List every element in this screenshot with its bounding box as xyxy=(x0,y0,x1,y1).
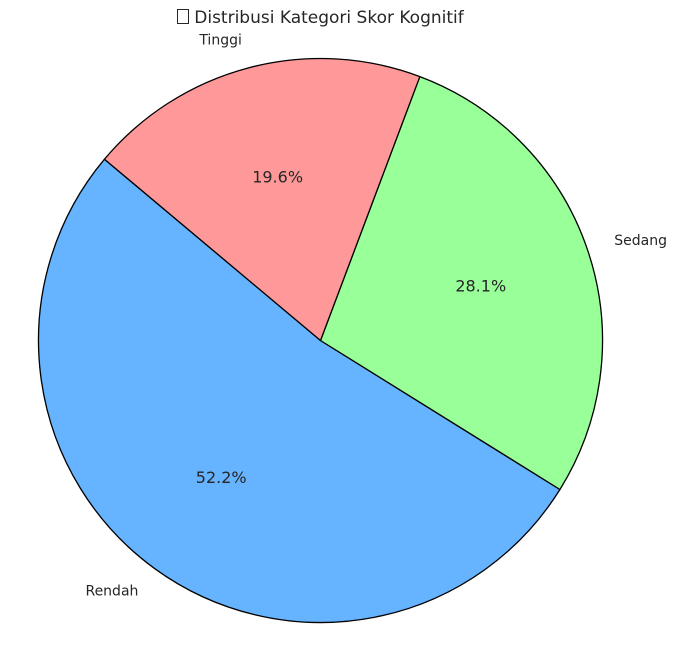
pie-slice-rendah xyxy=(37,158,561,624)
pie-labels: 52.2% Rendah 28.1% Sedang 19.6% Tinggi xyxy=(85,32,667,599)
chart-title-text: Distribusi Kategori Skor Kognitif xyxy=(194,8,464,28)
pie-value-label-sedang: 28.1% xyxy=(455,277,506,296)
pie-slice-sedang xyxy=(319,75,604,491)
missing-glyph-icon xyxy=(177,9,190,24)
pie-category-label-sedang: Sedang xyxy=(614,233,667,249)
pie-slice-tinggi xyxy=(103,57,421,342)
pie-value-label-tinggi: 19.6% xyxy=(252,167,303,186)
pie-slices xyxy=(37,57,604,624)
pie-category-label-rendah: Rendah xyxy=(85,584,138,600)
pie-value-label-rendah: 52.2% xyxy=(196,468,247,487)
chart-title: Distribusi Kategori Skor Kognitif xyxy=(0,8,641,28)
pie-category-label-tinggi: Tinggi xyxy=(198,32,242,48)
